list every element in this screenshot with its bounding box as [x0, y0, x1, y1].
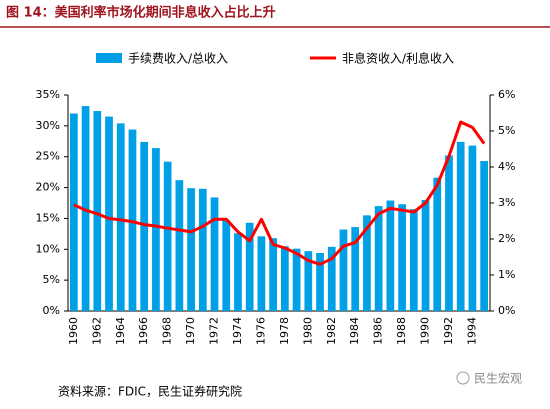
y2-tick-label: 5%	[498, 124, 515, 137]
y2-tick-label: 6%	[498, 88, 515, 101]
y-tick-label: 35%	[36, 88, 60, 101]
bar	[269, 238, 278, 311]
x-tick-label: 1992	[442, 317, 455, 345]
y-tick-label: 20%	[36, 181, 60, 194]
bar	[257, 236, 266, 311]
bar	[152, 148, 160, 311]
bar	[245, 222, 254, 311]
bar	[140, 141, 149, 311]
bar	[386, 200, 395, 311]
legend-label: 非息资收入/利息收入	[342, 51, 454, 66]
y-tick-label: 5%	[43, 273, 60, 286]
bar	[327, 246, 336, 311]
x-tick-label: 1994	[465, 317, 478, 345]
bar	[433, 177, 442, 311]
bar	[456, 141, 465, 311]
x-tick-label: 1984	[348, 317, 361, 345]
bar	[363, 215, 371, 311]
y-tick-label: 30%	[36, 119, 60, 132]
bar	[93, 111, 102, 311]
y2-tick-label: 0%	[498, 304, 515, 317]
y-tick-label: 10%	[36, 242, 60, 255]
line	[73, 120, 486, 266]
bar	[210, 197, 219, 311]
x-tick-label: 1980	[301, 317, 314, 345]
legend-swatch	[96, 53, 122, 63]
bar	[480, 161, 489, 311]
watermark-icon	[456, 371, 470, 385]
bar	[445, 155, 453, 311]
bar	[187, 188, 195, 311]
bar	[234, 233, 242, 311]
x-tick-label: 1968	[161, 317, 174, 345]
x-tick-label: 1970	[184, 317, 197, 345]
y2-tick-label: 4%	[498, 160, 515, 173]
bar	[409, 209, 418, 311]
x-tick-label: 1986	[372, 317, 385, 345]
legend-label: 手续费收入/总收入	[128, 52, 228, 66]
source: 资料来源：FDIC，民生证券研究院	[58, 384, 242, 399]
bar	[316, 252, 324, 311]
bar	[222, 220, 231, 311]
x-tick-label: 1964	[114, 317, 127, 345]
bar	[351, 227, 360, 311]
bar	[339, 229, 348, 311]
bar	[280, 246, 289, 311]
y2-tick-label: 1%	[498, 268, 515, 281]
bar	[421, 199, 430, 311]
x-tick-label: 1972	[208, 317, 221, 345]
x-tick-label: 1962	[90, 317, 103, 345]
bar	[292, 248, 301, 311]
x-tick-label: 1990	[419, 317, 432, 345]
x-tick-label: 1960	[67, 317, 80, 345]
chart-title: 图 14：美国利率市场化期间非息收入占比上升	[6, 5, 276, 21]
y-tick-label: 0%	[43, 304, 60, 317]
y2-tick-label: 3%	[498, 196, 515, 209]
bar	[304, 251, 313, 311]
x-tick-label: 1988	[395, 317, 408, 345]
y-tick-label: 25%	[36, 150, 60, 163]
bar	[69, 113, 78, 311]
bar	[175, 180, 184, 311]
bar	[105, 116, 113, 311]
bar	[198, 188, 207, 311]
y-tick-label: 15%	[36, 211, 60, 224]
x-tick-label: 1966	[137, 317, 150, 345]
watermark: 民生宏观	[474, 371, 522, 386]
bar	[116, 123, 125, 311]
bar	[163, 161, 172, 311]
y2-tick-label: 2%	[498, 232, 515, 245]
bar	[468, 145, 477, 311]
x-tick-label: 1982	[325, 317, 338, 345]
x-tick-label: 1978	[278, 317, 291, 345]
x-tick-label: 1976	[254, 317, 267, 345]
bar	[374, 206, 383, 311]
bar	[398, 204, 406, 311]
x-tick-label: 1974	[231, 317, 244, 345]
